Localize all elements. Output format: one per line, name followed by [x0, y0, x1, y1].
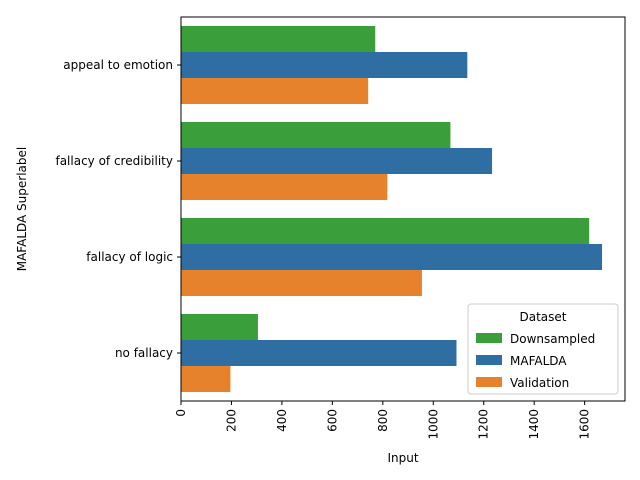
bar-mafalda-1 — [181, 148, 493, 174]
x-tick-label: 1000 — [426, 409, 440, 440]
bar-validation-2 — [181, 270, 422, 296]
legend-swatch-validation — [476, 377, 502, 387]
legend-box — [467, 303, 619, 395]
y-tick-label: appeal to emotion — [63, 58, 173, 72]
y-tick-label: no fallacy — [115, 346, 173, 360]
bars-group — [181, 26, 603, 392]
y-axis-label: MAFALDA Superlabel — [15, 147, 29, 272]
bar-downsampled-3 — [181, 314, 258, 340]
y-tick-label: fallacy of logic — [86, 250, 173, 264]
x-tick-label: 0 — [174, 409, 188, 417]
bar-validation-3 — [181, 366, 231, 392]
legend: Dataset Downsampled MAFALDA Validation — [467, 303, 619, 395]
bar-validation-1 — [181, 174, 388, 200]
bar-downsampled-1 — [181, 122, 451, 148]
x-tick-label: 600 — [325, 409, 339, 432]
legend-label-downsampled: Downsampled — [510, 332, 595, 346]
y-tick-label: fallacy of credibility — [55, 154, 173, 168]
x-tick-label: 1600 — [578, 409, 592, 440]
bar-mafalda-3 — [181, 340, 457, 366]
x-tick-label: 400 — [275, 409, 289, 432]
legend-swatch-mafalda — [476, 355, 502, 365]
bar-downsampled-2 — [181, 218, 590, 244]
legend-title: Dataset — [520, 310, 567, 324]
bar-downsampled-0 — [181, 26, 376, 52]
x-tick-label: 800 — [376, 409, 390, 432]
x-tick-label: 200 — [224, 409, 238, 432]
x-axis-label: Input — [387, 451, 418, 465]
axes-group: appeal to emotion fallacy of credibility f… — [55, 16, 626, 440]
bar-validation-0 — [181, 78, 369, 104]
legend-swatch-downsampled — [476, 333, 502, 343]
legend-label-mafalda: MAFALDA — [510, 354, 567, 368]
bar-mafalda-2 — [181, 244, 603, 270]
plot-frame — [180, 16, 626, 402]
x-tick-label: 1400 — [527, 409, 541, 440]
x-tick-label: 1200 — [477, 409, 491, 440]
legend-label-validation: Validation — [510, 376, 569, 390]
bar-mafalda-0 — [181, 52, 468, 78]
